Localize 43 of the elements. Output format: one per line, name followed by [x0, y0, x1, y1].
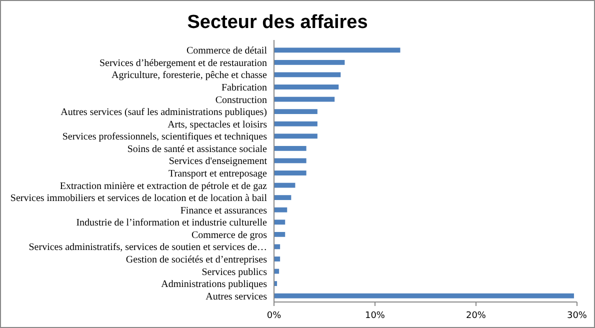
y-tick-label: Autres services (sauf les administrations publiques) [60, 107, 267, 118]
y-tick-label: Services publics [202, 266, 268, 278]
y-tick-label: Transport et entreposage [168, 168, 268, 180]
x-tick-label: 20% [466, 311, 486, 321]
bar [274, 109, 318, 114]
y-tick-label: Agriculture, foresterie, pêche et chasse [112, 70, 268, 82]
y-tick-label: Services d’hébergement et de restauration [99, 58, 267, 69]
y-tick-label: Commerce de détail [186, 46, 268, 57]
y-tick-label: Administrations publiques [161, 279, 268, 290]
y-tick-label: Arts, spectacles et loisirs [168, 119, 268, 130]
bar [274, 207, 288, 212]
y-tick-label: Commerce de gros [191, 230, 268, 241]
bar [274, 134, 318, 139]
y-tick-label: Services professionnels, scientifiques et techniques [62, 132, 268, 143]
bar [274, 60, 345, 65]
bar [274, 96, 335, 102]
bar [274, 158, 306, 164]
y-tick-label: Soins de santé et assistance sociale [127, 144, 268, 155]
bar [274, 256, 280, 262]
y-tick-label: Services d'enseignement [168, 156, 268, 168]
bar [274, 232, 286, 237]
bar [274, 195, 292, 200]
bar [274, 293, 574, 298]
x-tick-label: 0% [266, 311, 282, 321]
bar [274, 170, 306, 176]
y-tick-label: Services administratifs, services de soutien et services de… [28, 242, 267, 254]
bar [274, 121, 318, 126]
y-tick-label: Extraction minière et extraction de pétrole et de gaz [60, 180, 268, 192]
y-tick-label: Industrie de l’information et industrie culturelle [76, 218, 268, 229]
y-tick-label: Fabrication [221, 82, 267, 94]
bar [274, 146, 306, 151]
bar [274, 84, 339, 90]
y-tick-label: Finance et assurances [180, 205, 268, 216]
x-tick-label: 10% [364, 311, 386, 321]
bar [274, 220, 286, 225]
y-tick-label: Gestion de sociétés et d’entreprises [126, 254, 268, 266]
x-tick-label: 30% [566, 311, 588, 321]
chart-title: Secteur des affaires [187, 12, 368, 33]
bar [274, 72, 341, 78]
y-tick-label: Services immobiliers et services de location et de location à bail [10, 193, 268, 204]
y-tick-label: Autres services [206, 291, 268, 302]
y-tick-label: Construction [215, 94, 267, 106]
bar [274, 48, 400, 53]
